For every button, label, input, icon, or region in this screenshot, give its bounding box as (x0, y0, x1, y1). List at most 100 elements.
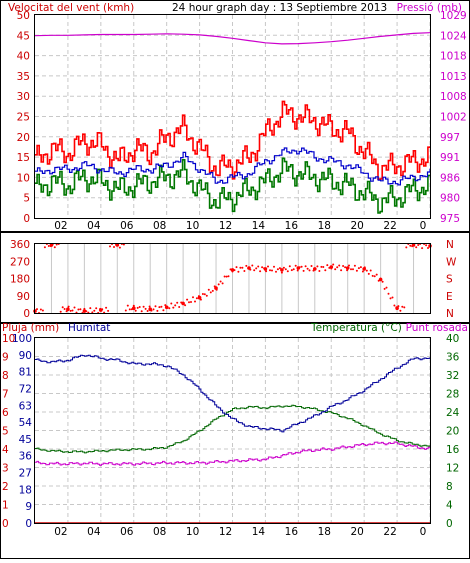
direction-sample (107, 309, 110, 312)
direction-sample (126, 304, 129, 307)
temperature-tick-36: 36 (446, 352, 460, 364)
direction-sample (403, 306, 406, 309)
direction-sample (405, 246, 408, 249)
direction-sample (348, 264, 350, 267)
wind-gust-series (35, 100, 431, 180)
direction-sample (302, 269, 305, 272)
direction-sample (182, 301, 185, 304)
direction-sample (332, 263, 335, 266)
direction-sample (353, 264, 356, 267)
wind-x-tick-16: 16 (285, 220, 299, 232)
wind-pressure-ticks: 0510152025303540455097598098699199710021… (17, 10, 467, 232)
rain-x-tick-06: 06 (120, 526, 134, 538)
temperature-tick-24: 24 (446, 407, 460, 419)
direction-sample (201, 293, 204, 295)
rain-tick-5: 5 (2, 426, 9, 438)
direction-sample (365, 269, 368, 272)
compass-tick-N-4: N (446, 239, 454, 251)
wind-x-tick-06: 06 (120, 220, 134, 232)
direction-sample (361, 270, 364, 273)
direction-sample (247, 267, 250, 270)
wind-tick-40: 40 (17, 51, 30, 63)
humidity-series (35, 354, 431, 433)
direction-sample (217, 283, 220, 286)
direction-sample (245, 264, 248, 267)
compass-tick-N-0: N (446, 308, 454, 320)
direction-sample (320, 265, 323, 268)
dewpoint-axis-label: Punt rosada (406, 322, 468, 334)
rain-humidity-temperature-plot-area (34, 337, 431, 524)
wind-x-tick-18: 18 (318, 220, 331, 232)
direction-sample (338, 264, 341, 267)
humidity-tick-100: 100 (12, 333, 32, 345)
direction-sample (346, 269, 349, 272)
direction-sample (298, 266, 301, 269)
direction-sample (397, 305, 400, 308)
direction-sample (282, 266, 285, 269)
direction-sample (288, 265, 291, 268)
humidity-tick-36: 36 (19, 451, 33, 463)
rain-x-tick-18: 18 (318, 526, 331, 538)
temperature-series (35, 404, 431, 454)
direction-sample (330, 267, 333, 270)
wind-x-tick-04: 04 (87, 220, 101, 232)
direction-sample (71, 309, 74, 312)
direction-sample (269, 269, 271, 272)
direction-sample (101, 308, 104, 311)
rain-tick-9: 9 (2, 352, 9, 364)
humidity-tick-18: 18 (19, 484, 32, 496)
direction-sample (352, 268, 354, 271)
rain-x-tick-20: 20 (350, 526, 363, 538)
direction-sample (221, 282, 224, 285)
pressure-tick-1013: 1013 (440, 71, 467, 83)
pressure-series (34, 32, 431, 45)
wind-tick-5: 5 (23, 193, 30, 205)
direction-sample (194, 300, 196, 303)
wind-tick-10: 10 (17, 172, 30, 184)
direction-sample (53, 246, 56, 249)
direction-sample (318, 270, 321, 272)
direction-sample (166, 306, 169, 309)
direction-sample (154, 305, 157, 308)
wind-tick-0: 0 (23, 213, 30, 225)
rain-humidity-temperature-ticks: 0123456789100918273645546372819010004812… (2, 333, 460, 538)
direction-sample (290, 269, 293, 272)
direction-tick-360: 360 (10, 239, 30, 251)
direction-sample (142, 305, 145, 308)
rain-tick-2: 2 (2, 481, 9, 493)
direction-sample (227, 275, 230, 278)
direction-sample (178, 306, 181, 308)
direction-sample (67, 305, 70, 308)
direction-sample (184, 304, 187, 307)
direction-sample (99, 307, 102, 310)
direction-sample (421, 247, 424, 250)
direction-sample (417, 244, 420, 246)
wind-pressure-plot-area (34, 14, 431, 219)
humidity-tick-72: 72 (19, 383, 32, 395)
pressure-tick-997: 997 (440, 132, 460, 144)
rain-x-tick-22: 22 (383, 526, 396, 538)
direction-sample (425, 244, 428, 247)
direction-sample (355, 269, 358, 272)
direction-point-2 (66, 307, 70, 312)
direction-sample (195, 297, 198, 300)
rain-x-tick-12: 12 (219, 526, 232, 538)
direction-tick-270: 270 (10, 256, 30, 268)
rain-x-tick-08: 08 (153, 526, 166, 538)
humidity-tick-54: 54 (19, 417, 33, 429)
direction-sample (168, 307, 171, 310)
direction-point-3 (82, 309, 87, 313)
direction-sample (113, 246, 115, 248)
rain-tick-3: 3 (2, 463, 9, 475)
direction-sample (156, 309, 159, 312)
wind-speed-series (35, 157, 431, 214)
rain-tick-10: 10 (2, 333, 15, 345)
direction-sample (115, 243, 117, 246)
direction-sample (350, 268, 352, 271)
direction-sample (357, 267, 360, 270)
direction-sample (371, 274, 374, 277)
wind-x-tick-12: 12 (219, 220, 232, 232)
